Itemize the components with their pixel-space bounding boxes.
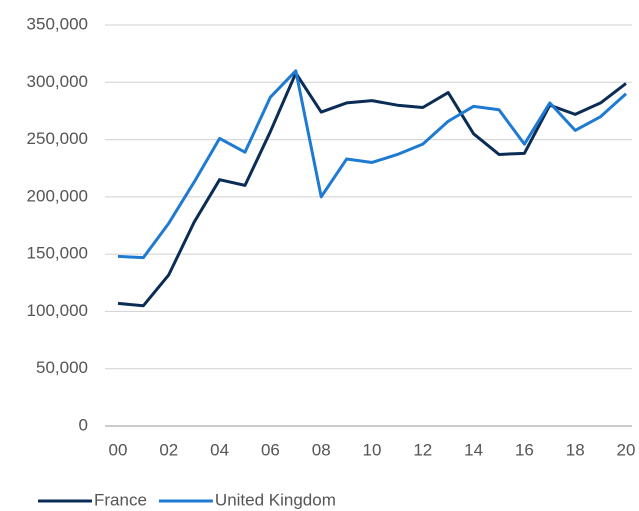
x-tick-label: 18 — [566, 440, 585, 459]
x-tick-label: 14 — [464, 440, 483, 459]
y-tick-label: 50,000 — [36, 358, 88, 377]
series-line — [117, 71, 627, 308]
y-tick-label: 250,000 — [27, 129, 88, 148]
legend-label: United Kingdom — [215, 490, 336, 509]
x-tick-label: 16 — [515, 440, 534, 459]
x-tick-label: 10 — [363, 440, 382, 459]
x-tick-label: 00 — [109, 440, 128, 459]
y-tick-label: 100,000 — [27, 301, 88, 320]
x-tick-label: 08 — [312, 440, 331, 459]
y-tick-label: 150,000 — [27, 244, 88, 263]
x-tick-label: 04 — [210, 440, 229, 459]
legend-label: France — [94, 490, 147, 509]
x-tick-label: 02 — [159, 440, 178, 459]
x-tick-label: 20 — [617, 440, 636, 459]
y-tick-label: 350,000 — [27, 14, 88, 33]
series-line — [117, 69, 628, 260]
x-tick-label: 12 — [413, 440, 432, 459]
y-tick-label: 0 — [79, 415, 88, 434]
x-tick-label: 06 — [261, 440, 280, 459]
y-tick-label: 300,000 — [27, 72, 88, 91]
y-tick-label: 200,000 — [27, 186, 88, 205]
